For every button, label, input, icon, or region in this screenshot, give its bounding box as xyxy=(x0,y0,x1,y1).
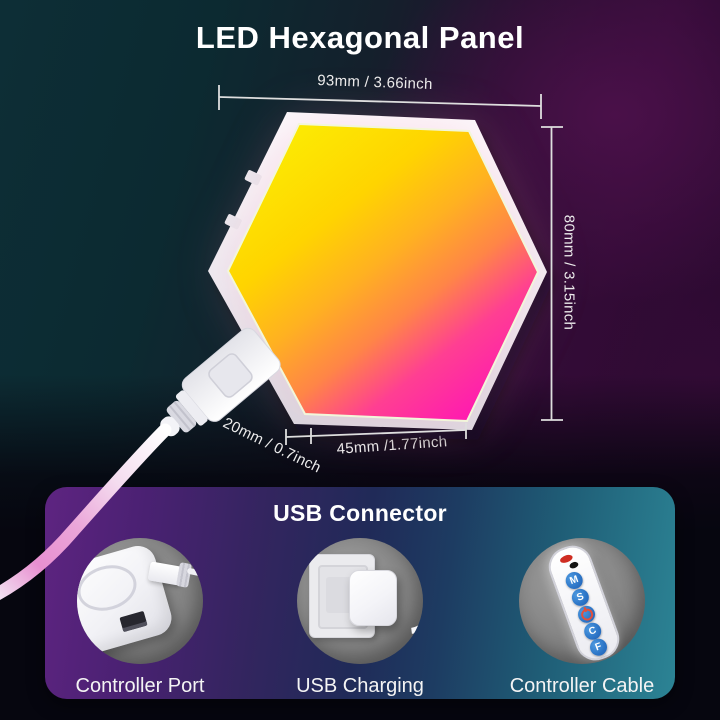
remote-controller-photo: M S C F xyxy=(519,538,645,664)
usb-connector-section: USB Connector Controller Port USB Chargi… xyxy=(45,487,675,699)
led-panel-face xyxy=(226,122,540,423)
usb-item-controller-cable: M S C F Controller Cable xyxy=(487,538,677,698)
remote-controller: M S C F xyxy=(543,540,625,664)
usb-charger xyxy=(349,570,397,626)
usb-wall-charger-photo xyxy=(297,538,423,664)
remote-ir-sensor xyxy=(568,560,580,570)
dimension-height-label: 80mm / 3.15inch xyxy=(560,214,578,331)
hex-connect-tab xyxy=(224,214,242,230)
usb-plug-collar xyxy=(176,562,192,588)
page-title: LED Hexagonal Panel xyxy=(195,20,525,55)
usb-item-controller-port: Controller Port xyxy=(45,538,235,698)
usb-section-title: USB Connector xyxy=(273,500,447,526)
item-label-controller-cable: Controller Cable xyxy=(509,675,655,697)
hex-panel-frame xyxy=(208,112,547,430)
usb-item-usb-charging: USB Charging xyxy=(265,538,455,698)
hex-panel-shadow xyxy=(216,124,553,440)
item-label-usb-charging: USB Charging xyxy=(296,675,424,697)
item-label-controller-port: Controller Port xyxy=(75,675,205,697)
dimension-width-label: 93mm / 3.66inch xyxy=(317,71,433,94)
hex-connect-tab xyxy=(244,170,262,186)
power-icon xyxy=(578,606,595,623)
controller-port-photo xyxy=(77,538,203,664)
